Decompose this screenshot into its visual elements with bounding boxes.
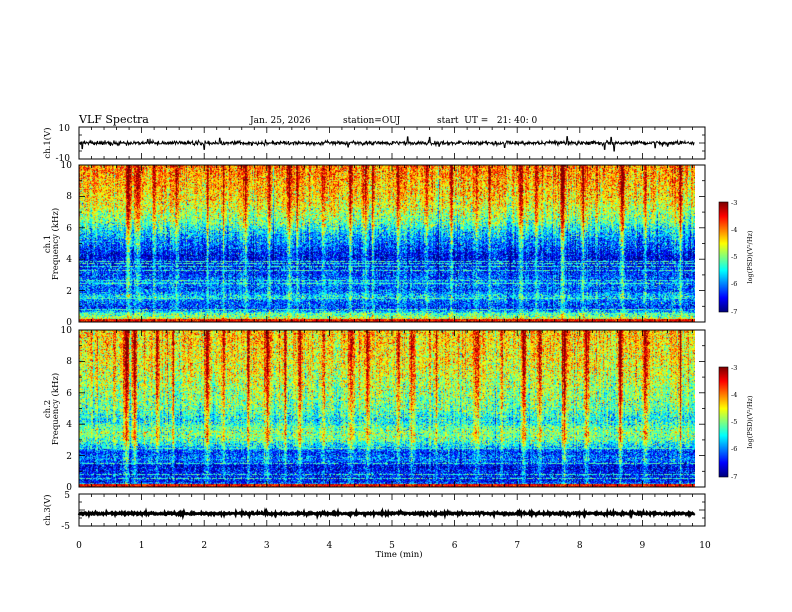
ch1-colorbar-frame <box>718 201 729 313</box>
ch1-spectrogram-ylabel-frequency: Frequency (kHz) <box>50 208 61 280</box>
ch1-ytick-6: 6 <box>66 224 72 234</box>
x-axis-tick-labels: 0 1 2 3 4 5 6 7 8 9 10 <box>76 541 711 551</box>
ch2-cb-tick-m4: -4 <box>731 391 737 399</box>
ch2-cb-tick-m6: -6 <box>731 445 737 453</box>
ch1-spectrogram-image <box>79 165 695 322</box>
ch1-waveform-panel: 10 -10 ch.1(V) <box>42 124 706 164</box>
ch1-ytick-2: 2 <box>66 287 72 297</box>
ch2-spectrogram-image <box>79 330 695 487</box>
figure-title: VLF Spectra <box>78 113 149 126</box>
header-date: Jan. 25, 2026 <box>249 116 311 126</box>
ch2-spectrogram-ticks <box>78 329 706 488</box>
x-tick-label: 0 <box>76 541 82 551</box>
ch3-waveform-trace <box>77 507 696 521</box>
ch1-ytick-4: 4 <box>66 255 72 265</box>
ch1-ytick-top: 10 <box>59 124 71 134</box>
ch1-cb-tick-m7: -7 <box>731 308 737 316</box>
ch2-cb-tick-m5: -5 <box>731 418 737 426</box>
ch2-ytick-10: 10 <box>61 326 73 336</box>
ch1-waveform-ylabel: ch.1(V) <box>42 127 53 158</box>
ch1-waveform-trace <box>79 136 695 152</box>
x-tick-label: 4 <box>327 541 333 551</box>
ch1-cb-tick-m5: -5 <box>731 253 737 261</box>
ch2-ytick-4: 4 <box>66 420 72 430</box>
x-tick-label: 1 <box>139 541 145 551</box>
ch2-cb-tick-m3: -3 <box>731 364 737 372</box>
ch1-cb-tick-m4: -4 <box>731 226 737 234</box>
x-tick-label: 9 <box>640 541 646 551</box>
ch1-spectrogram-ticks <box>78 164 706 323</box>
ch3-waveform-ylabel: ch.3(V) <box>42 494 53 525</box>
ch1-spectrogram-panel: 0 2 4 6 8 10 ch.1 Frequency (kHz) <box>43 161 706 328</box>
ch1-ytick-bottom: -10 <box>56 154 71 164</box>
x-tick-label: 2 <box>201 541 207 551</box>
ch2-cb-tick-m7: -7 <box>731 473 737 481</box>
header-start-time: start UT = 21: 40: 0 <box>437 116 538 126</box>
ch1-colorbar: -3 -4 -5 -6 -7 log(PSD)(V²/Hz) <box>718 199 754 316</box>
ch3-ytick-bottom: -5 <box>61 522 70 532</box>
ch2-ytick-6: 6 <box>66 389 72 399</box>
x-axis-label: Time (min) <box>375 549 422 560</box>
ch1-cb-tick-m6: -6 <box>731 280 737 288</box>
x-tick-label: 6 <box>452 541 458 551</box>
ch2-ytick-0: 0 <box>66 483 72 493</box>
ch2-colorbar-label: log(PSD)(V²/Hz) <box>746 395 754 448</box>
ch3-waveform-ticks <box>78 494 706 526</box>
ch2-colorbar-frame <box>718 366 729 478</box>
ch2-colorbar: -3 -4 -5 -6 -7 log(PSD)(V²/Hz) <box>718 364 754 481</box>
ch2-spectrogram-ylabel-channel: ch.2 <box>43 400 53 418</box>
ch1-ytick-8: 8 <box>66 192 72 202</box>
ch2-ytick-2: 2 <box>66 452 72 462</box>
ch1-colorbar-label: log(PSD)(V²/Hz) <box>746 230 754 283</box>
ch1-colorbar-gradient <box>719 202 728 312</box>
ch1-ytick-10: 10 <box>61 161 73 171</box>
ch2-ytick-8: 8 <box>66 357 72 367</box>
ch2-spectrogram-panel: 0 2 4 6 8 10 ch.2 Frequency (kHz) <box>43 326 706 493</box>
x-tick-label: 3 <box>264 541 270 551</box>
ch2-colorbar-gradient <box>719 367 728 477</box>
ch2-spectrogram-ylabel-frequency: Frequency (kHz) <box>50 373 61 445</box>
ch1-spectrogram-ylabel-channel: ch.1 <box>43 235 53 253</box>
x-tick-label: 8 <box>577 541 583 551</box>
x-tick-label: 10 <box>699 541 711 551</box>
x-tick-label: 5 <box>389 541 395 551</box>
x-tick-label: 7 <box>514 541 520 551</box>
ch1-waveform-ticks <box>78 127 706 159</box>
ch1-cb-tick-m3: -3 <box>731 199 737 207</box>
ch1-ytick-0: 0 <box>66 318 72 328</box>
ch3-ytick-top: 5 <box>64 491 70 501</box>
ch3-waveform-panel: 5 -5 ch.3(V) <box>42 491 706 532</box>
header-station: station=OUJ <box>343 116 401 126</box>
